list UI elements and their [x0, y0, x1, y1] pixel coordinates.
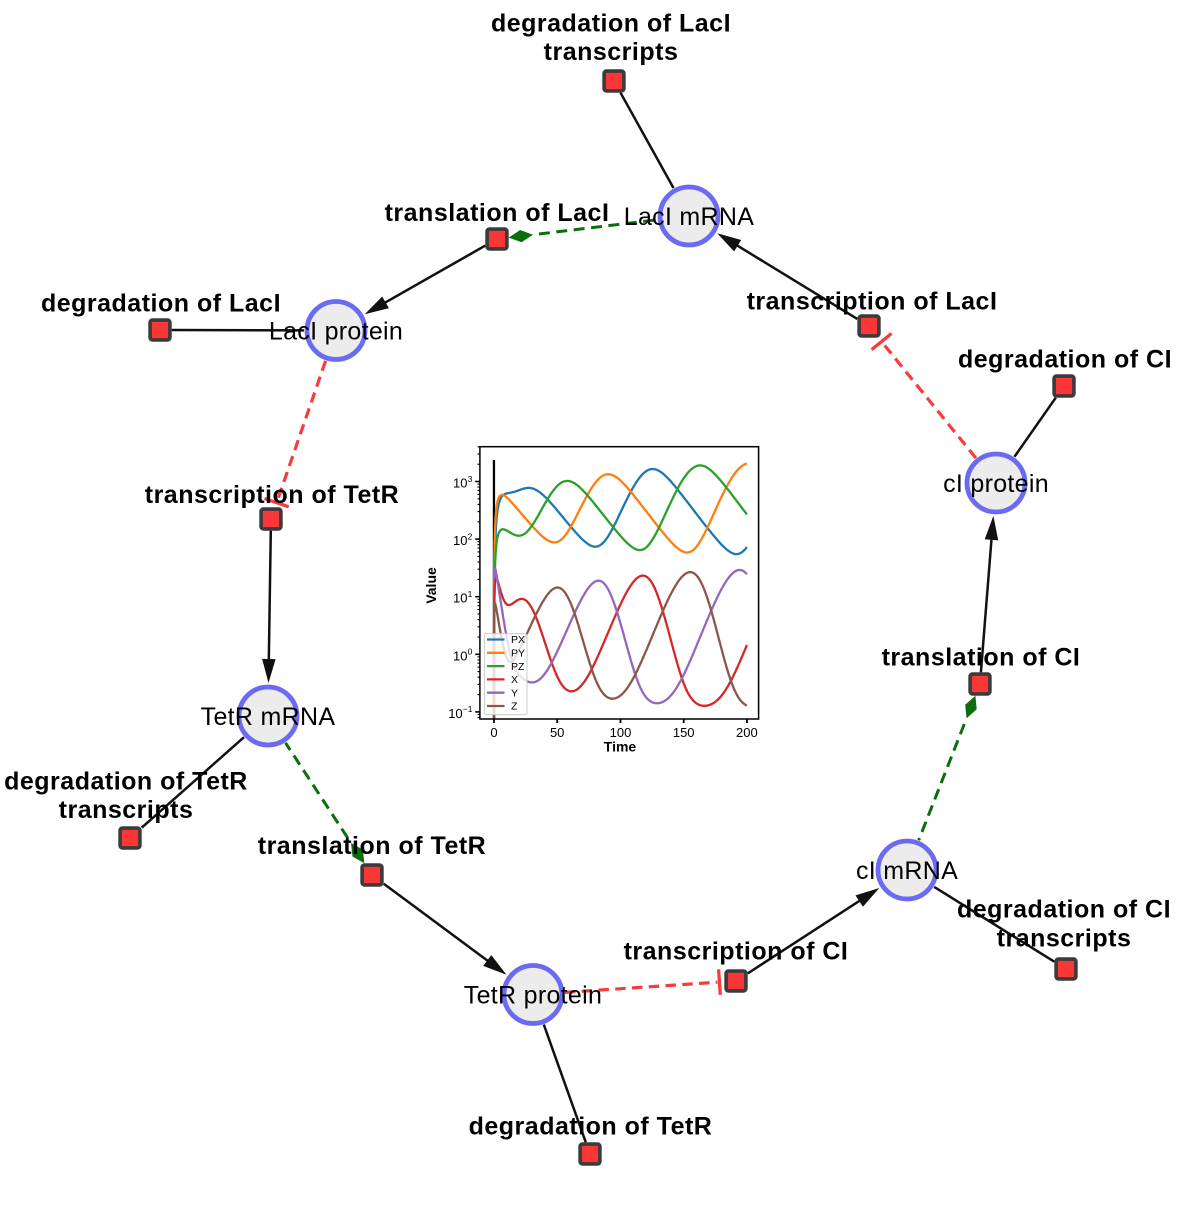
svg-text:transcripts: transcripts — [59, 796, 194, 824]
svg-text:cI protein: cI protein — [943, 470, 1049, 498]
svg-text:transcription of CI: transcription of CI — [624, 937, 849, 965]
svg-text:10: 10 — [453, 533, 467, 548]
svg-text:10: 10 — [453, 476, 467, 491]
svg-text:degradation of TetR: degradation of TetR — [469, 1113, 713, 1141]
svg-text:transcription of LacI: transcription of LacI — [747, 288, 998, 316]
svg-text:LacI protein: LacI protein — [269, 318, 403, 346]
svg-text:Time: Time — [604, 739, 637, 755]
svg-text:translation of LacI: translation of LacI — [385, 199, 610, 227]
svg-text:Y: Y — [511, 687, 518, 699]
svg-text:2: 2 — [468, 531, 473, 541]
svg-text:PZ: PZ — [511, 661, 525, 673]
svg-text:Value: Value — [423, 567, 439, 604]
svg-text:degradation of LacI: degradation of LacI — [41, 290, 281, 318]
svg-text:0: 0 — [468, 647, 473, 657]
svg-text:transcripts: transcripts — [544, 38, 679, 66]
svg-text:−1: −1 — [463, 704, 473, 714]
svg-text:translation of TetR: translation of TetR — [258, 832, 486, 860]
svg-text:transcription of TetR: transcription of TetR — [145, 481, 399, 509]
svg-text:TetR mRNA: TetR mRNA — [201, 703, 336, 731]
svg-text:TetR protein: TetR protein — [464, 982, 602, 1010]
svg-text:translation of CI: translation of CI — [882, 644, 1081, 672]
svg-text:10: 10 — [453, 648, 467, 663]
svg-text:50: 50 — [550, 725, 564, 740]
svg-text:10: 10 — [453, 591, 467, 606]
svg-text:150: 150 — [673, 725, 695, 740]
svg-text:10: 10 — [448, 706, 462, 721]
svg-text:degradation of TetR: degradation of TetR — [4, 768, 248, 796]
svg-text:degradation of CI: degradation of CI — [958, 346, 1172, 374]
svg-text:degradation of LacI: degradation of LacI — [491, 10, 731, 38]
svg-text:1: 1 — [468, 589, 473, 599]
svg-text:PY: PY — [511, 648, 525, 660]
svg-text:Z: Z — [511, 701, 518, 713]
svg-text:PX: PX — [511, 634, 525, 646]
svg-text:0: 0 — [490, 725, 497, 740]
svg-text:LacI mRNA: LacI mRNA — [624, 203, 755, 231]
svg-text:X: X — [511, 674, 518, 686]
svg-text:cI mRNA: cI mRNA — [856, 857, 958, 885]
svg-text:degradation of CI: degradation of CI — [957, 896, 1171, 924]
svg-text:200: 200 — [736, 725, 758, 740]
svg-text:transcripts: transcripts — [997, 925, 1132, 953]
svg-text:3: 3 — [468, 474, 473, 484]
